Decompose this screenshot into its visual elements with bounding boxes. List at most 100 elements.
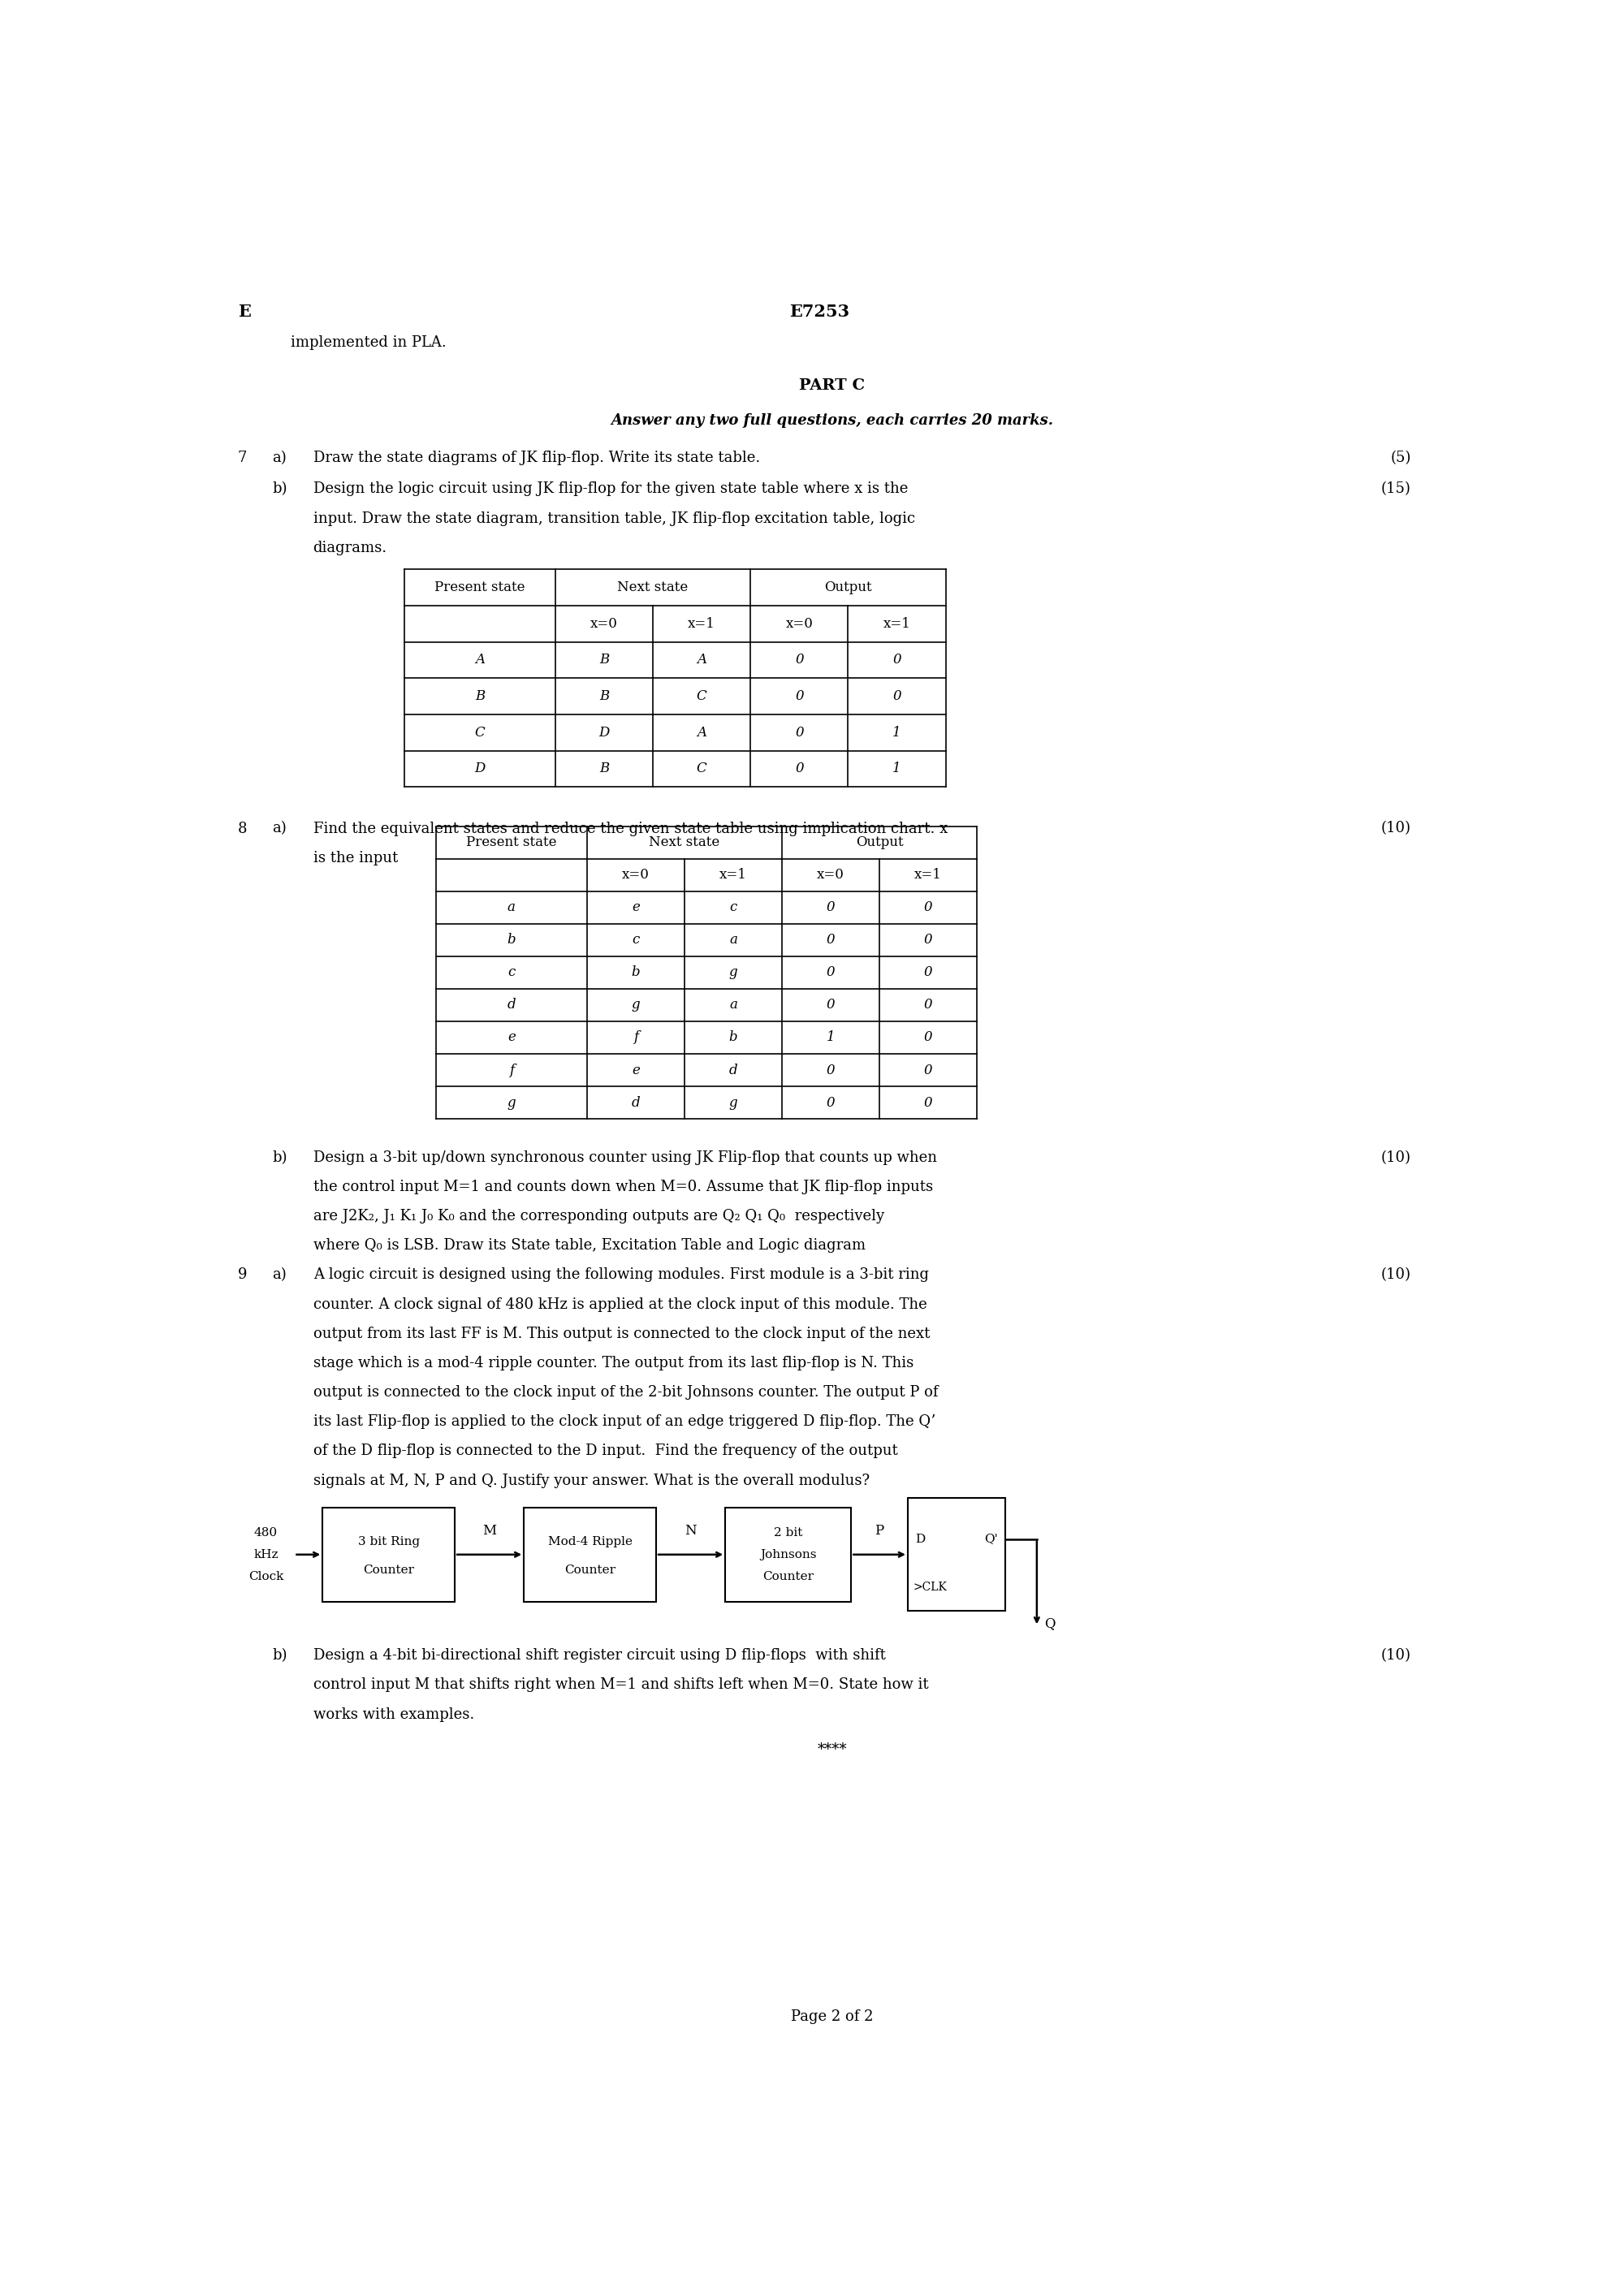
Text: output is connected to the clock input of the 2-bit Johnsons counter. The output: output is connected to the clock input o…	[313, 1384, 939, 1401]
Text: a: a	[729, 999, 737, 1013]
Text: (10): (10)	[1380, 1150, 1411, 1164]
Text: Draw the state diagrams of JK flip-flop. Write its state table.: Draw the state diagrams of JK flip-flop.…	[313, 450, 760, 466]
Text: 0: 0	[796, 652, 804, 666]
Text: b: b	[729, 1031, 737, 1045]
Text: (10): (10)	[1380, 822, 1411, 836]
Text: signals at M, N, P and Q. Justify your answer. What is the overall modulus?: signals at M, N, P and Q. Justify your a…	[313, 1474, 869, 1488]
Text: 480: 480	[253, 1527, 278, 1538]
Text: Present state: Present state	[435, 581, 525, 595]
Text: 0: 0	[796, 726, 804, 739]
Text: D: D	[474, 762, 486, 776]
Text: 0: 0	[893, 652, 901, 666]
Text: 0: 0	[827, 1095, 835, 1109]
Text: 0: 0	[827, 967, 835, 980]
Text: b: b	[632, 967, 640, 980]
Text: 1: 1	[893, 762, 901, 776]
Text: of the D flip-flop is connected to the D input.  Find the frequency of the outpu: of the D flip-flop is connected to the D…	[313, 1444, 898, 1458]
Text: D: D	[916, 1534, 926, 1545]
Text: A: A	[697, 652, 706, 666]
Text: Counter: Counter	[763, 1570, 814, 1582]
Text: x=0: x=0	[591, 618, 617, 631]
Text: kHz: kHz	[253, 1550, 278, 1561]
Text: 0: 0	[924, 900, 932, 914]
Text: 1: 1	[893, 726, 901, 739]
Text: input. Draw the state diagram, transition table, JK flip-flop excitation table, : input. Draw the state diagram, transitio…	[313, 512, 914, 526]
Bar	[323, 1508, 455, 1600]
Text: diagrams.: diagrams.	[313, 540, 387, 556]
Text: 0: 0	[924, 932, 932, 946]
Text: M: M	[482, 1525, 497, 1538]
Text: x=1: x=1	[883, 618, 911, 631]
Text: D: D	[599, 726, 609, 739]
Text: N: N	[685, 1525, 697, 1538]
Text: where Q₀ is LSB. Draw its State table, Excitation Table and Logic diagram: where Q₀ is LSB. Draw its State table, E…	[313, 1238, 866, 1254]
Text: c: c	[508, 967, 515, 980]
Text: Present state: Present state	[466, 836, 557, 850]
Text: are J2K₂, J₁ K₁ J₀ K₀ and the corresponding outputs are Q₂ Q₁ Q₀  respectively: are J2K₂, J₁ K₁ J₀ K₀ and the correspond…	[313, 1210, 883, 1224]
Text: Design a 4-bit bi-directional shift register circuit using D flip-flops  with sh: Design a 4-bit bi-directional shift regi…	[313, 1649, 885, 1662]
Text: Clock: Clock	[248, 1570, 284, 1582]
Text: 2 bit: 2 bit	[775, 1527, 802, 1538]
Text: Output: Output	[856, 836, 903, 850]
Text: the control input M=1 and counts down when M=0. Assume that JK flip-flop inputs: the control input M=1 and counts down wh…	[313, 1180, 932, 1194]
Text: Counter: Counter	[364, 1564, 414, 1575]
Text: 8: 8	[237, 822, 247, 836]
Text: (15): (15)	[1382, 482, 1411, 496]
Text: stage which is a mod-4 ripple counter. The output from its last flip-flop is N. : stage which is a mod-4 ripple counter. T…	[313, 1355, 913, 1371]
Text: ****: ****	[817, 1743, 848, 1756]
Text: b): b)	[273, 1649, 287, 1662]
Text: C: C	[697, 762, 706, 776]
Text: 0: 0	[796, 689, 804, 703]
Text: A logic circuit is designed using the following modules. First module is a 3-bit: A logic circuit is designed using the fo…	[313, 1267, 929, 1281]
Text: output from its last FF is M. This output is connected to the clock input of the: output from its last FF is M. This outpu…	[313, 1327, 929, 1341]
Text: e: e	[507, 1031, 515, 1045]
Text: 0: 0	[924, 1063, 932, 1077]
Text: a): a)	[273, 822, 286, 836]
Text: works with examples.: works with examples.	[313, 1708, 474, 1722]
Text: x=0: x=0	[786, 618, 814, 631]
Text: 0: 0	[827, 900, 835, 914]
Text: d: d	[632, 1095, 640, 1109]
Text: x=1: x=1	[719, 868, 747, 882]
Text: 0: 0	[924, 967, 932, 980]
Text: 0: 0	[893, 689, 901, 703]
Text: Counter: Counter	[565, 1564, 615, 1575]
Text: 7: 7	[237, 450, 247, 466]
Text: 0: 0	[796, 762, 804, 776]
Text: 3 bit Ring: 3 bit Ring	[357, 1536, 419, 1548]
Text: c: c	[729, 900, 737, 914]
Text: counter. A clock signal of 480 kHz is applied at the clock input of this module.: counter. A clock signal of 480 kHz is ap…	[313, 1297, 927, 1311]
Text: a): a)	[273, 1267, 286, 1281]
Text: Answer any two full questions, each carries 20 marks.: Answer any two full questions, each carr…	[611, 413, 1054, 427]
Text: e: e	[632, 1063, 640, 1077]
Text: a: a	[507, 900, 515, 914]
Text: e: e	[632, 900, 640, 914]
Text: B: B	[599, 689, 609, 703]
Text: g: g	[507, 1095, 516, 1109]
Text: b): b)	[273, 1150, 287, 1164]
Text: Q: Q	[1044, 1616, 1056, 1630]
Text: b): b)	[273, 482, 287, 496]
Text: Design a 3-bit up/down synchronous counter using JK Flip-flop that counts up whe: Design a 3-bit up/down synchronous count…	[313, 1150, 937, 1164]
Text: is the input: is the input	[313, 850, 398, 866]
Text: a): a)	[273, 450, 286, 466]
Text: g: g	[729, 967, 737, 980]
Text: Output: Output	[825, 581, 872, 595]
Text: f: f	[508, 1063, 513, 1077]
Text: its last Flip-flop is applied to the clock input of an edge triggered D flip-flo: its last Flip-flop is applied to the clo…	[313, 1414, 935, 1428]
Text: B: B	[599, 762, 609, 776]
Text: Find the equivalent states and reduce the given state table using implication ch: Find the equivalent states and reduce th…	[313, 822, 947, 836]
Text: (10): (10)	[1380, 1649, 1411, 1662]
Text: d: d	[729, 1063, 737, 1077]
Text: A: A	[697, 726, 706, 739]
Text: 0: 0	[827, 932, 835, 946]
Text: Mod-4 Ripple: Mod-4 Ripple	[547, 1536, 632, 1548]
Text: Johnsons: Johnsons	[760, 1550, 817, 1561]
Text: x=1: x=1	[914, 868, 942, 882]
Text: A: A	[474, 652, 484, 666]
Text: C: C	[697, 689, 706, 703]
Text: Q': Q'	[984, 1534, 997, 1545]
Text: PART C: PART C	[799, 379, 866, 393]
Text: a: a	[729, 932, 737, 946]
Text: b: b	[507, 932, 516, 946]
